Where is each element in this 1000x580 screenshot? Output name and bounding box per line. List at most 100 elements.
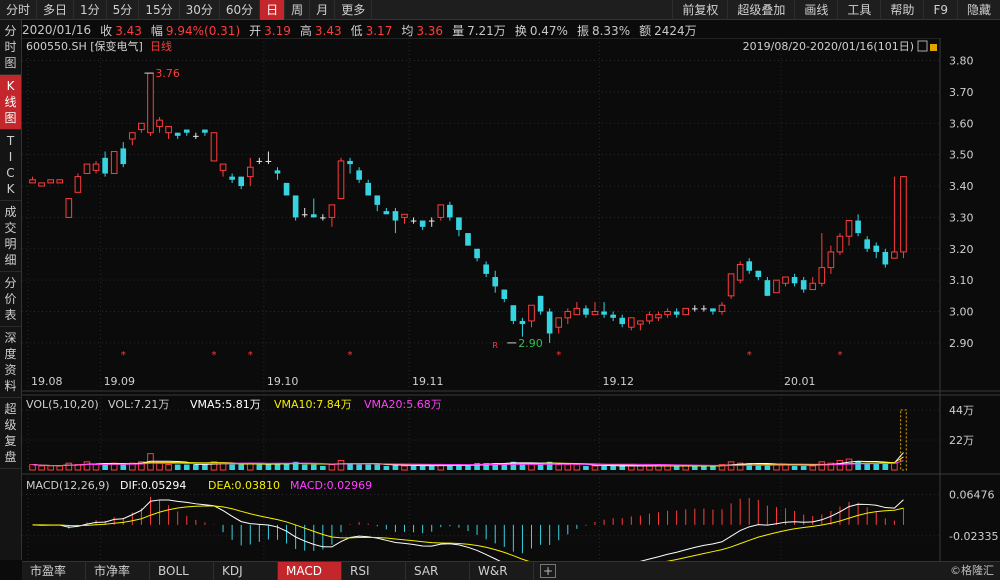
toolbar-right-button-4[interactable]: 帮助 [880, 0, 923, 20]
candle-body [601, 311, 607, 315]
candle [727, 273, 735, 299]
volume-bar [374, 464, 381, 470]
candle [591, 302, 599, 316]
candle-body [791, 277, 798, 284]
indicator-tab-4[interactable]: MACD [278, 562, 342, 580]
candle [29, 176, 36, 184]
candle [864, 236, 870, 252]
volume-bar [120, 464, 127, 470]
date-range-label: 2019/08/20-2020/01/16(101日) [743, 40, 914, 53]
candle-body [447, 204, 453, 218]
candle-body [283, 182, 290, 196]
candle [138, 122, 145, 133]
volume-bar [809, 465, 817, 471]
candle-body [401, 213, 408, 218]
candle-body [583, 308, 589, 315]
period-tab-4[interactable]: 15分 [139, 0, 180, 20]
candle [392, 208, 399, 234]
volume-bar [328, 464, 336, 471]
candle [791, 273, 798, 287]
vma5-line [32, 452, 904, 467]
indicator-tab-1[interactable]: 市净率 [86, 562, 150, 580]
volume-bar [419, 465, 426, 470]
sidebar-item-4[interactable]: 分价表 [0, 272, 21, 327]
price-tick-label: 3.30 [949, 211, 974, 224]
candle [246, 157, 254, 187]
add-indicator-button[interactable]: + [540, 564, 556, 578]
candle-body [92, 163, 100, 171]
toolbar-right-button-5[interactable]: F9 [923, 0, 957, 20]
candle-body [219, 163, 227, 171]
period-tab-6[interactable]: 60分 [220, 0, 261, 20]
candle-body [836, 235, 844, 253]
sidebar-item-3[interactable]: 成交明细 [0, 201, 21, 272]
candle-body [555, 317, 563, 328]
toolbar-right-button-6[interactable]: 隐藏 [956, 0, 1000, 20]
candle-body [782, 276, 789, 284]
period-tab-7[interactable]: 日 [260, 0, 286, 20]
candle-body [74, 176, 82, 193]
volume-bar [764, 464, 771, 470]
indicator-tab-7[interactable]: W&R [470, 562, 534, 580]
volume-bar [356, 464, 362, 470]
quote-amount: 额 2424万 [639, 23, 697, 38]
candle [219, 163, 227, 177]
candle-body [47, 179, 54, 184]
indicator-tab-0[interactable]: 市盈率 [22, 562, 86, 580]
indicator-tab-3[interactable]: KDJ [214, 562, 278, 580]
vma10-line [32, 456, 904, 467]
toolbar-right-button-3[interactable]: 工具 [837, 0, 880, 20]
sidebar-item-5[interactable]: 深度资料 [0, 327, 21, 398]
volume-bar [537, 464, 544, 470]
toolbar-right-button-2[interactable]: 画线 [794, 0, 837, 20]
volume-bar [274, 463, 281, 470]
stock-chart: 3.80 3.70 3.60 3.50 3.40 3.30 3.20 3.10 3.00 2.90… [22, 38, 1000, 561]
macd-value-label: MACD:0.02969 [290, 479, 372, 492]
candle-body [827, 251, 835, 269]
indicator-tab-6[interactable]: SAR [406, 562, 470, 580]
period-tab-8[interactable]: 周 [285, 0, 311, 20]
candle-body [437, 204, 445, 218]
price-tick-label: 3.00 [949, 306, 974, 319]
indicator-tab-2[interactable]: BOLL [150, 562, 214, 580]
period-tab-2[interactable]: 1分 [74, 0, 107, 20]
candle [900, 176, 907, 259]
period-tab-9[interactable]: 月 [310, 0, 336, 20]
period-tab-0[interactable]: 分时 [0, 0, 38, 20]
period-tab-5[interactable]: 30分 [180, 0, 220, 20]
period-tab-3[interactable]: 5分 [107, 0, 140, 20]
volume-bar [836, 459, 844, 471]
period-tab-10[interactable]: 更多 [335, 0, 373, 20]
volume-bar [365, 464, 372, 470]
vol-tick-label: 44万 [949, 404, 974, 417]
sidebar-item-0[interactable]: 分时图 [0, 20, 21, 75]
volume-bar [619, 465, 626, 470]
volume-bar [92, 464, 100, 471]
vol-tick-label: 22万 [949, 434, 974, 447]
volume-bar [564, 464, 572, 471]
indicator-tabs: 市盈率 市净率 BOLL KDJ MACD RSI SAR W&R + [22, 561, 1000, 580]
candle [891, 176, 898, 259]
toolbar-right-button-1[interactable]: 超级叠加 [727, 0, 794, 20]
candle [701, 305, 707, 312]
volume-bar [65, 462, 73, 471]
volume-bar [456, 464, 462, 470]
volume-bar [265, 464, 272, 470]
candle [110, 151, 118, 174]
candle [365, 179, 372, 196]
price-annotation: 3.76 [155, 67, 180, 80]
volume-bar [256, 464, 263, 470]
indicator-tab-5[interactable]: RSI [342, 562, 406, 580]
period-tab-1[interactable]: 多日 [37, 0, 75, 20]
sidebar-item-6[interactable]: 超级复盘 [0, 398, 21, 469]
candle-body [900, 176, 907, 253]
volume-bar [710, 465, 716, 470]
candle-body [301, 214, 308, 216]
candle [746, 258, 753, 274]
watermark: ©格隆汇 [950, 564, 994, 577]
toolbar-right-button-0[interactable]: 前复权 [672, 0, 727, 20]
volume-bar [29, 464, 36, 471]
